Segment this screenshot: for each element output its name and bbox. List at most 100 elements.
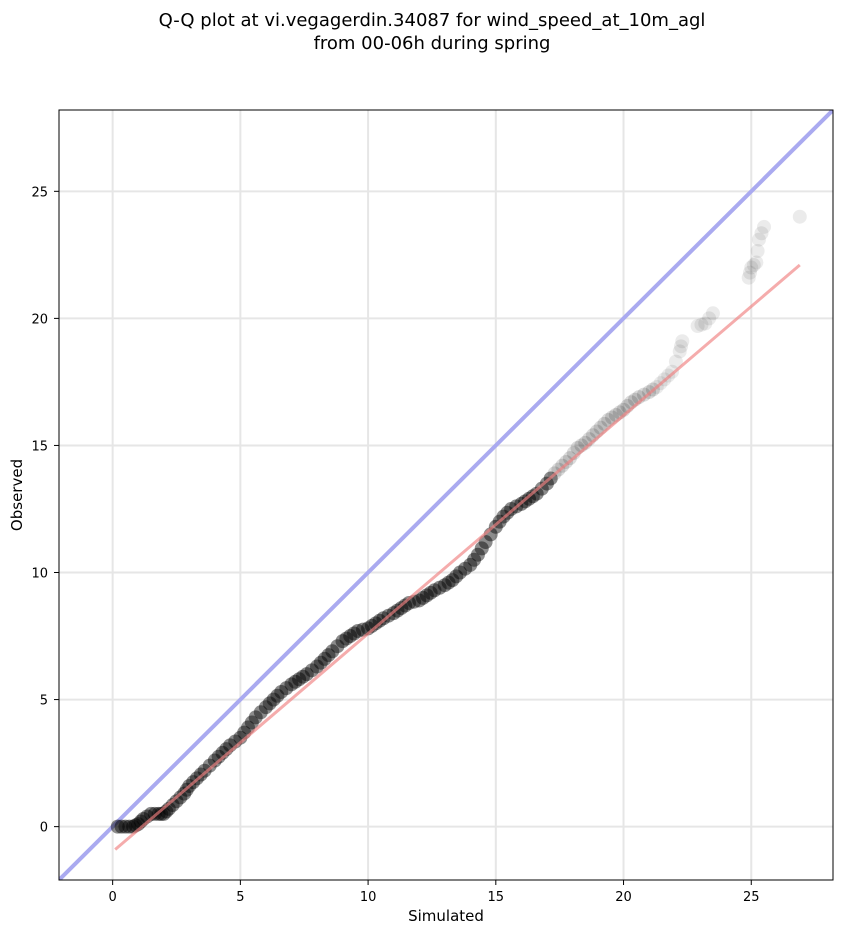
data-point (248, 710, 263, 725)
data-point (539, 476, 554, 491)
x-axis-label: Simulated (408, 907, 484, 925)
data-point-fill (122, 819, 137, 834)
data-point-fill (432, 580, 447, 595)
y-tick-label: 5 (40, 694, 48, 709)
data-point-fill (372, 613, 387, 628)
data-point (529, 486, 544, 501)
data-point-fill (742, 265, 757, 280)
data-point-fill (559, 454, 574, 469)
data-point (675, 334, 690, 349)
reference-line (59, 110, 833, 880)
data-point (698, 316, 713, 331)
grid-lines (59, 110, 833, 880)
data-point-fill (279, 681, 294, 696)
data-point-fill (244, 715, 259, 730)
data-point (284, 677, 299, 692)
data-point-fill (467, 552, 482, 567)
data-point (292, 672, 307, 687)
data-point-fill (288, 674, 303, 689)
data-point (562, 451, 577, 466)
data-point-fill (702, 311, 717, 326)
data-point (437, 578, 452, 593)
y-axis-label: Observed (8, 459, 26, 531)
data-point (325, 644, 340, 659)
data-point-fill (364, 618, 379, 633)
y-tick-label: 25 (31, 185, 48, 200)
y-tick-label: 20 (31, 312, 48, 327)
chart-title-line-2: from 00-06h during spring (314, 33, 551, 54)
fit-line (114, 263, 801, 851)
data-point-fill (754, 226, 769, 241)
data-point (207, 753, 222, 768)
data-point-fill (154, 806, 169, 821)
chart-title-line-1: Q-Q plot at vi.vegagerdin.34087 for wind… (159, 10, 706, 31)
data-point-fill (114, 819, 129, 834)
data-point-fill (416, 590, 431, 605)
data-point-fill (458, 561, 473, 576)
data-point (412, 593, 427, 608)
data-point-fill (474, 541, 489, 556)
data-point (478, 535, 493, 550)
data-point (343, 629, 358, 644)
data-point (470, 547, 485, 562)
data-point-fill (339, 631, 354, 646)
data-point-fill (534, 481, 549, 496)
data-point-fill (750, 244, 765, 259)
data-point (453, 565, 468, 580)
data-point (744, 260, 759, 275)
data-point (749, 255, 764, 270)
data-point (110, 819, 125, 834)
data-point-fill (173, 790, 188, 805)
data-point-fill (304, 663, 319, 678)
x-tick-label: 0 (109, 890, 117, 905)
x-tick-label: 20 (615, 890, 632, 905)
data-point-fill (262, 696, 277, 711)
data-point-fill (441, 575, 456, 590)
data-point (368, 616, 383, 631)
data-point (350, 623, 365, 638)
data-point (299, 667, 314, 682)
y-tick-label: 10 (31, 567, 48, 582)
data-point-fill (321, 648, 336, 663)
data-point (266, 692, 281, 707)
data-point-fill (330, 639, 345, 654)
data-point (427, 583, 442, 598)
plot-area-frame (58, 109, 834, 881)
data-point (705, 306, 720, 321)
data-point (335, 634, 350, 649)
data-point (310, 659, 324, 674)
data-point (177, 786, 192, 801)
data-point (394, 601, 409, 616)
data-point-fill (668, 354, 683, 369)
data-point-fill (253, 705, 268, 720)
x-axis-ticks: 0 5 10 15 20 25 (109, 880, 760, 905)
data-point-fill (746, 258, 761, 273)
data-point (522, 491, 537, 506)
x-tick-label: 5 (236, 890, 244, 905)
x-tick-label: 15 (488, 890, 505, 905)
data-point (792, 209, 807, 224)
data-point-fill (313, 655, 328, 670)
data-point (672, 344, 687, 359)
y-axis-ticks: 0 5 10 15 20 25 (31, 185, 59, 836)
x-tick-label: 10 (360, 890, 377, 905)
data-point (241, 720, 256, 735)
data-point (463, 557, 478, 572)
data-point (401, 596, 416, 611)
data-point (751, 232, 766, 247)
data-point-fill (347, 626, 362, 641)
data-point (419, 588, 434, 603)
y-tick-label: 0 (40, 821, 48, 836)
data-point (169, 794, 184, 809)
data-point (601, 413, 616, 428)
data-point-fill (270, 688, 285, 703)
x-tick-label: 25 (743, 890, 760, 905)
data-point (274, 684, 289, 699)
data-point-fill (398, 598, 413, 613)
data-point-fill (202, 758, 217, 773)
data-point-fill (295, 669, 310, 684)
data-point (690, 319, 705, 334)
data-point-fill (674, 339, 689, 354)
data-point-fill (694, 317, 709, 332)
